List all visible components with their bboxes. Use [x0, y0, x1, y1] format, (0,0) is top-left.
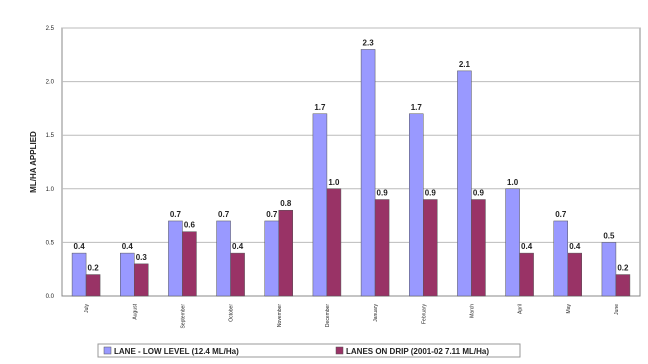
bar-lane-low-level-march	[457, 70, 472, 297]
x-tick-label: October	[229, 304, 235, 322]
gridlines	[62, 27, 640, 243]
x-tick-label: August	[132, 303, 138, 319]
x-tick-label: November	[277, 304, 283, 327]
bar-lane-low-level-may	[553, 220, 568, 297]
bar-lanes-on-drip-march	[471, 199, 486, 297]
bar-lanes-on-drip-february	[423, 199, 438, 297]
bar-lanes-on-drip-november	[278, 209, 293, 297]
data-label: 0.7	[555, 210, 567, 219]
data-label: 0.9	[377, 189, 389, 198]
data-label: 0.2	[617, 264, 629, 273]
data-label: 0.9	[425, 189, 437, 198]
bar-lanes-on-drip-may	[567, 252, 582, 297]
x-tick-label: May	[566, 304, 572, 314]
data-label: 1.0	[328, 178, 340, 187]
y-tick-label: 0.0	[46, 294, 55, 300]
data-label: 0.7	[218, 210, 230, 219]
x-tick-label: July	[84, 304, 90, 313]
x-tick-label: June	[614, 304, 620, 315]
bar-lane-low-level-june	[601, 242, 617, 297]
legend-swatch	[103, 346, 112, 355]
data-label: 0.4	[521, 242, 533, 251]
bar-lane-low-level-july	[71, 252, 87, 297]
bar-lanes-on-drip-june	[615, 274, 631, 297]
y-tick-label: 2.0	[46, 80, 55, 86]
data-label: 1.7	[314, 103, 326, 112]
data-label: 1.0	[507, 178, 519, 187]
plot-area	[61, 27, 641, 297]
bar-lane-low-level-december	[312, 113, 328, 297]
legend-swatch	[335, 346, 344, 355]
x-tick-label: January	[373, 304, 379, 322]
data-label: 0.3	[136, 253, 148, 262]
legend-label: LANES ON DRIP (2001-02 7.11 ML/Ha)	[346, 347, 489, 356]
y-axis-ticks: 0.0 0.5 1.0 1.5 2.0 2.5	[46, 26, 55, 300]
data-label: 0.4	[122, 242, 134, 251]
bar-lanes-on-drip-october	[230, 252, 245, 297]
bars: 0.40.20.40.30.70.60.70.40.70.81.71.02.30…	[71, 38, 631, 297]
bar-lane-low-level-november	[264, 220, 279, 297]
x-tick-label: December	[325, 304, 331, 327]
bar-lane-low-level-august	[120, 252, 135, 297]
bar-lanes-on-drip-july	[85, 274, 101, 297]
data-label: 0.5	[603, 231, 615, 240]
bar-lane-low-level-september	[168, 220, 183, 297]
data-label: 0.9	[473, 189, 485, 198]
data-label: 0.6	[184, 221, 196, 230]
data-label: 0.4	[569, 242, 581, 251]
x-tick-label: September	[180, 304, 186, 329]
bar-lane-low-level-april	[505, 188, 520, 297]
y-tick-label: 1.5	[46, 133, 55, 139]
y-axis-label: ML/HA APPLIED	[29, 131, 38, 193]
bar-lanes-on-drip-december	[326, 188, 342, 297]
bar-lane-low-level-january	[360, 49, 376, 297]
data-label: 2.1	[459, 60, 471, 69]
bar-lane-low-level-october	[216, 220, 231, 297]
legend-box	[97, 343, 521, 358]
data-label: 0.4	[232, 242, 244, 251]
data-label: 0.7	[170, 210, 182, 219]
data-label: 0.8	[280, 199, 292, 208]
data-label: 0.7	[266, 210, 278, 219]
data-label: 2.3	[363, 38, 375, 47]
data-label: 1.7	[411, 103, 423, 112]
x-tick-label: April	[518, 304, 524, 314]
legend-label: LANE - LOW LEVEL (12.4 ML/Ha)	[114, 347, 239, 356]
x-axis-ticks: July August September October November Decemb…	[84, 303, 620, 328]
legend: LANE - LOW LEVEL (12.4 ML/Ha) LANES ON DR…	[97, 343, 521, 358]
x-tick-label: March	[469, 304, 475, 318]
x-tick-label: February	[421, 304, 427, 325]
y-tick-label: 1.0	[46, 187, 55, 193]
bar-lanes-on-drip-april	[519, 252, 534, 297]
bar-lanes-on-drip-january	[374, 199, 390, 297]
bar-lanes-on-drip-august	[134, 263, 149, 297]
data-label: 0.4	[74, 242, 86, 251]
y-tick-label: 0.5	[46, 240, 55, 246]
y-tick-label: 2.5	[46, 26, 55, 32]
bar-lane-low-level-february	[409, 113, 424, 297]
bar-lanes-on-drip-september	[182, 231, 197, 297]
data-label: 0.2	[88, 264, 100, 273]
